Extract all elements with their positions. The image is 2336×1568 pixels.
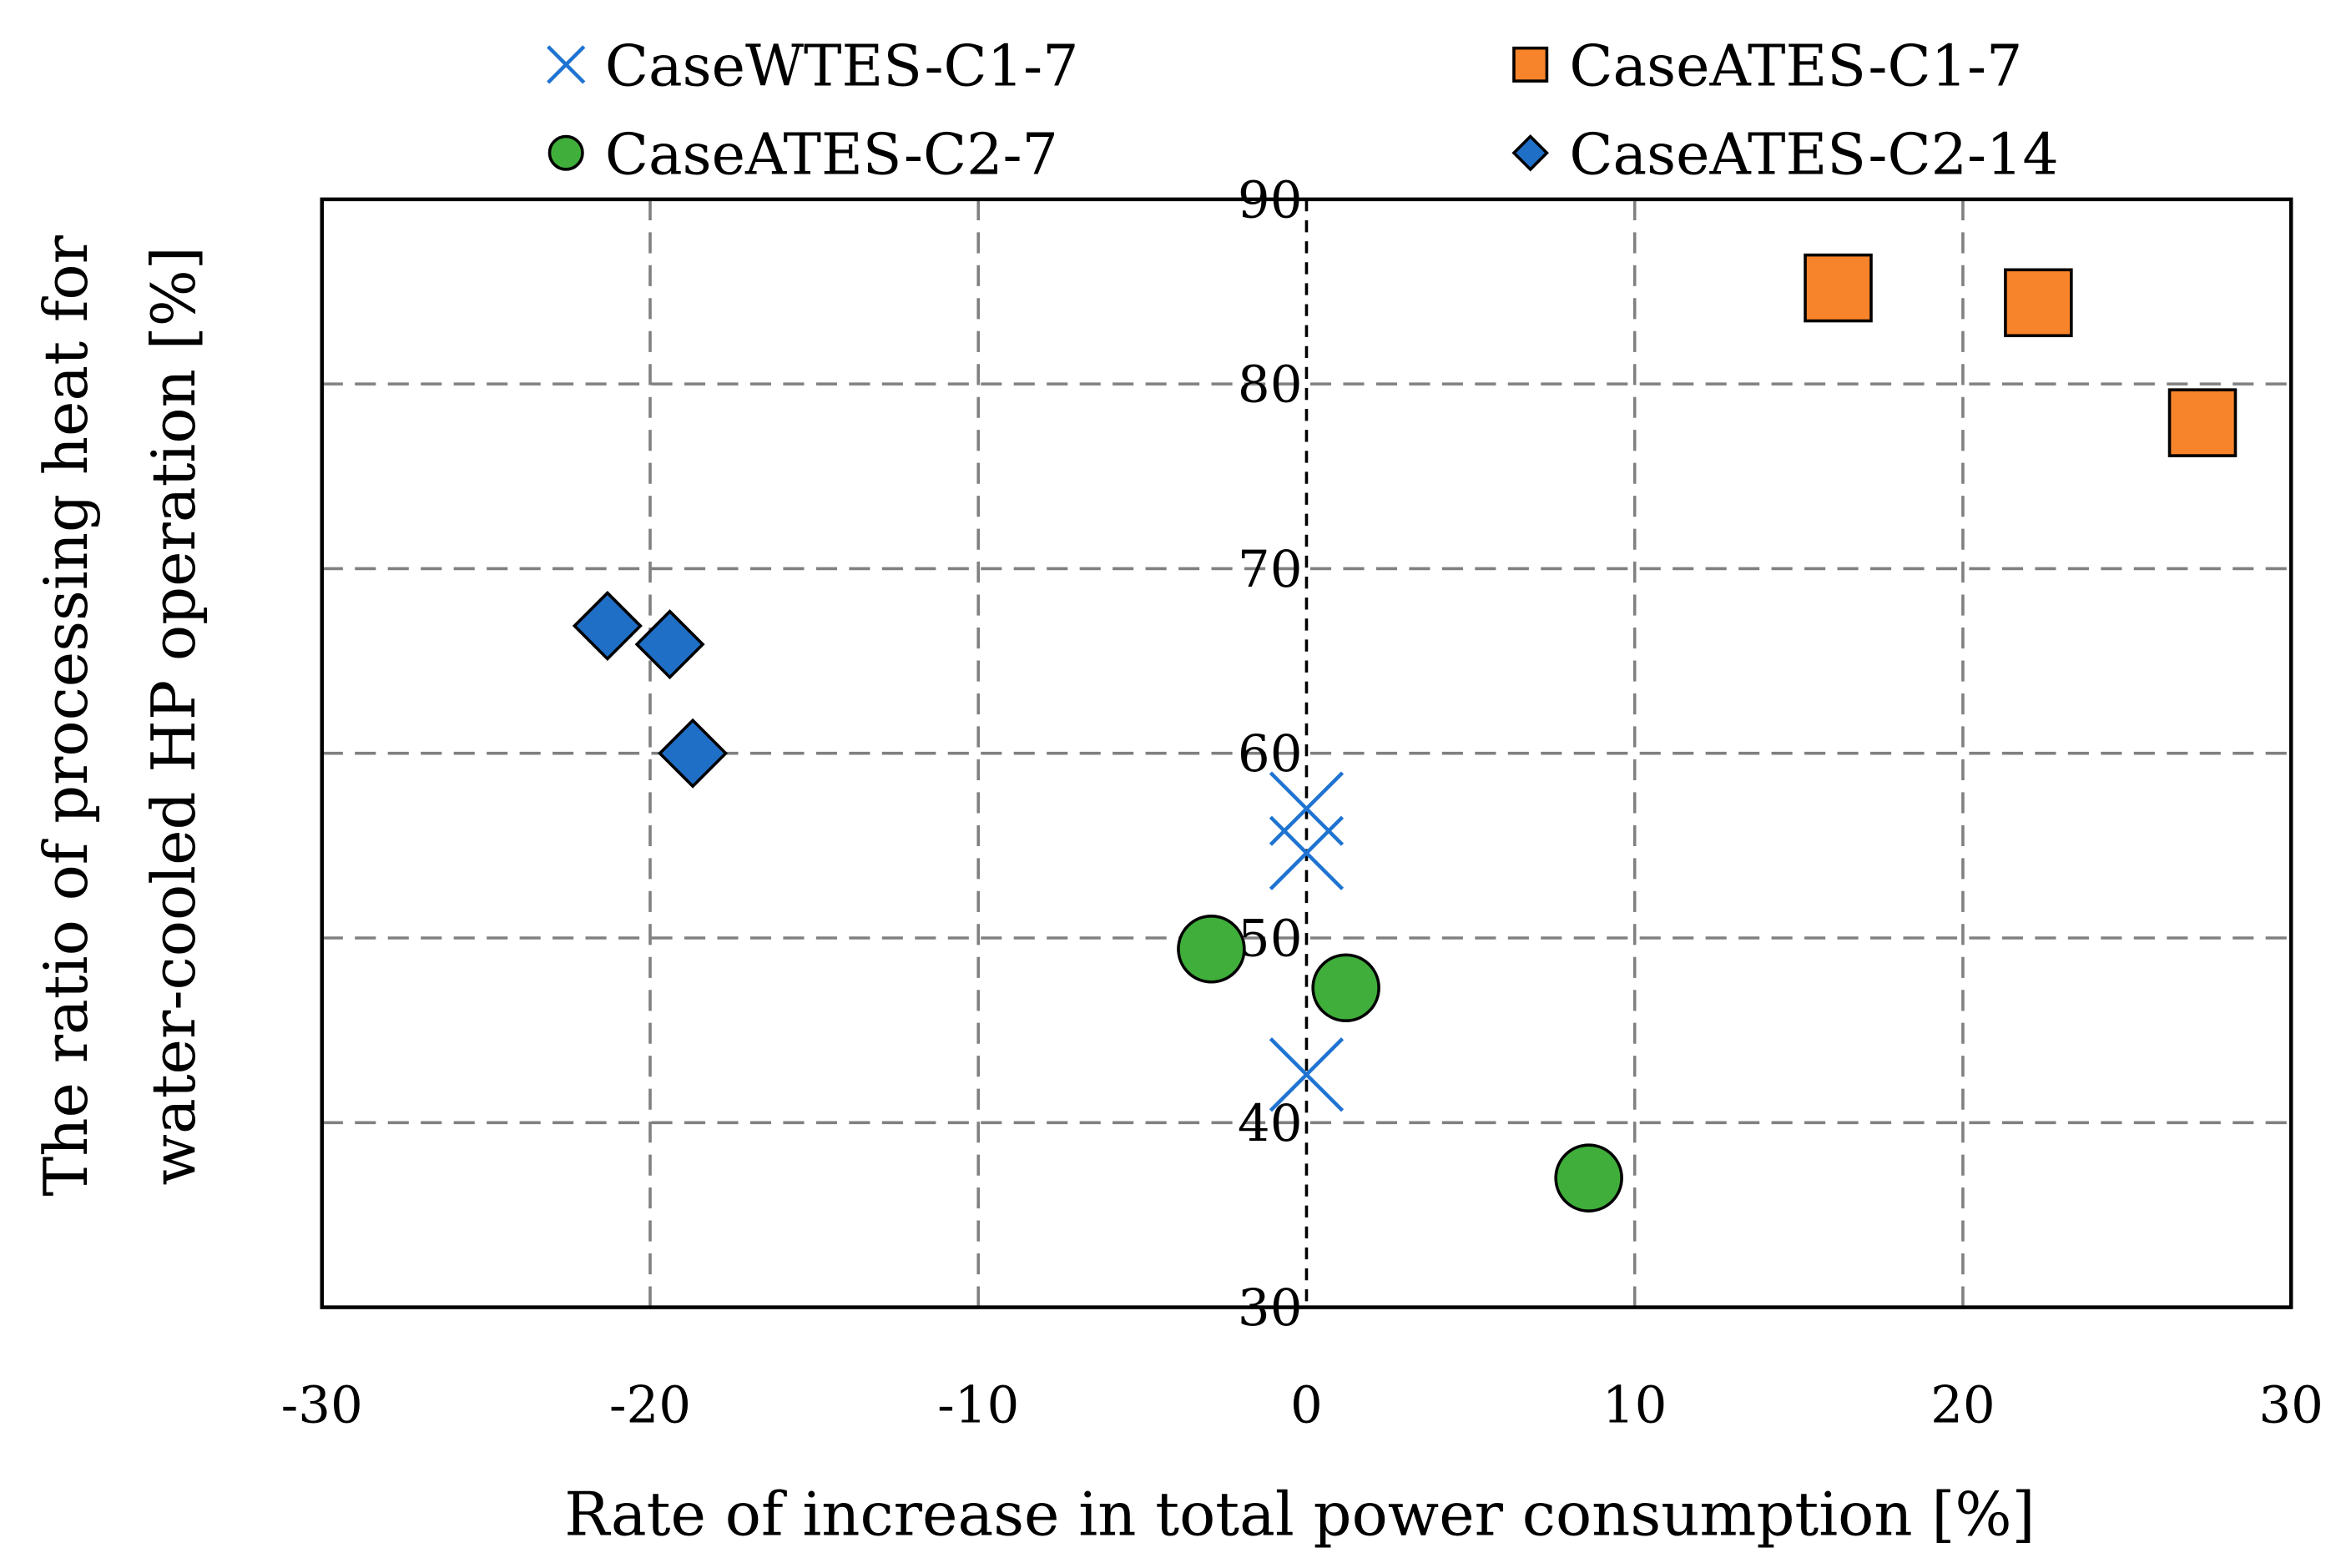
square-marker (2167, 388, 2238, 457)
square-marker (1512, 46, 1549, 83)
y-axis-label: The ratio of processing heat for water-c… (31, 234, 209, 1196)
x-tick-label: 10 (1602, 1376, 1667, 1435)
legend-label: CaseATES-C2-7 (605, 122, 1058, 188)
diamond-marker (658, 718, 729, 789)
x-axis-label: Rate of increase in total power consumpt… (564, 1479, 2035, 1549)
circle-marker (1177, 915, 1246, 984)
x-marker-stroke (1269, 1037, 1345, 1112)
diamond-marker (1511, 134, 1549, 172)
circle-marker (1311, 953, 1380, 1023)
x-marker-stroke (1269, 771, 1345, 846)
x-marker-stroke (547, 45, 586, 84)
legend: CaseWTES-C1-7 CaseATES-C1-7 CaseATES-C2-7 C… (547, 33, 2059, 188)
y-tick-labels: 30 40 50 60 70 80 90 (1238, 170, 1303, 1338)
y-tick-label: 90 (1238, 170, 1303, 229)
x-tick-label: 0 (1290, 1376, 1323, 1435)
x-marker (547, 45, 586, 84)
legend-item: CaseWTES-C1-7 (547, 33, 1079, 99)
legend-label: CaseWTES-C1-7 (605, 33, 1079, 99)
x-marker (1269, 1037, 1345, 1112)
data-points (572, 253, 2238, 1213)
y-tick-label: 80 (1238, 355, 1303, 415)
x-marker (1269, 771, 1345, 846)
grid-lines (321, 199, 2292, 1308)
square-marker (1804, 253, 1873, 323)
x-tick-label: -20 (609, 1376, 691, 1435)
y-tick-label: 50 (1238, 910, 1303, 969)
y-tick-label: 60 (1238, 724, 1303, 784)
plot-frame (320, 197, 2293, 1309)
y-axis-label-line-1: The ratio of processing heat for (31, 234, 101, 1196)
x-tick-label: -30 (281, 1376, 363, 1435)
circle-marker (547, 134, 584, 171)
legend-item: CaseATES-C1-7 (1512, 33, 2022, 99)
diamond-marker (634, 609, 705, 680)
y-tick-label: 40 (1238, 1094, 1303, 1153)
x-tick-labels: -30 -20 -10 0 10 20 30 (281, 1376, 2323, 1435)
y-tick-label: 70 (1238, 540, 1303, 599)
circle-marker (1554, 1143, 1623, 1213)
x-marker-stroke (1269, 815, 1345, 890)
x-marker (1269, 815, 1345, 890)
y-axis-label-line-2: water-cooled HP operation [%] (139, 246, 209, 1185)
legend-item: CaseATES-C2-14 (1511, 122, 2059, 188)
x-tick-label: -10 (937, 1376, 1019, 1435)
diamond-marker (572, 591, 643, 662)
legend-label: CaseATES-C2-14 (1569, 122, 2058, 188)
x-tick-label: 30 (2258, 1376, 2323, 1435)
legend-label: CaseATES-C1-7 (1569, 33, 2022, 99)
legend-item: CaseATES-C2-7 (547, 122, 1058, 188)
x-tick-label: 20 (1930, 1376, 1995, 1435)
y-tick-label: 30 (1238, 1278, 1303, 1338)
square-marker (2004, 268, 2073, 338)
